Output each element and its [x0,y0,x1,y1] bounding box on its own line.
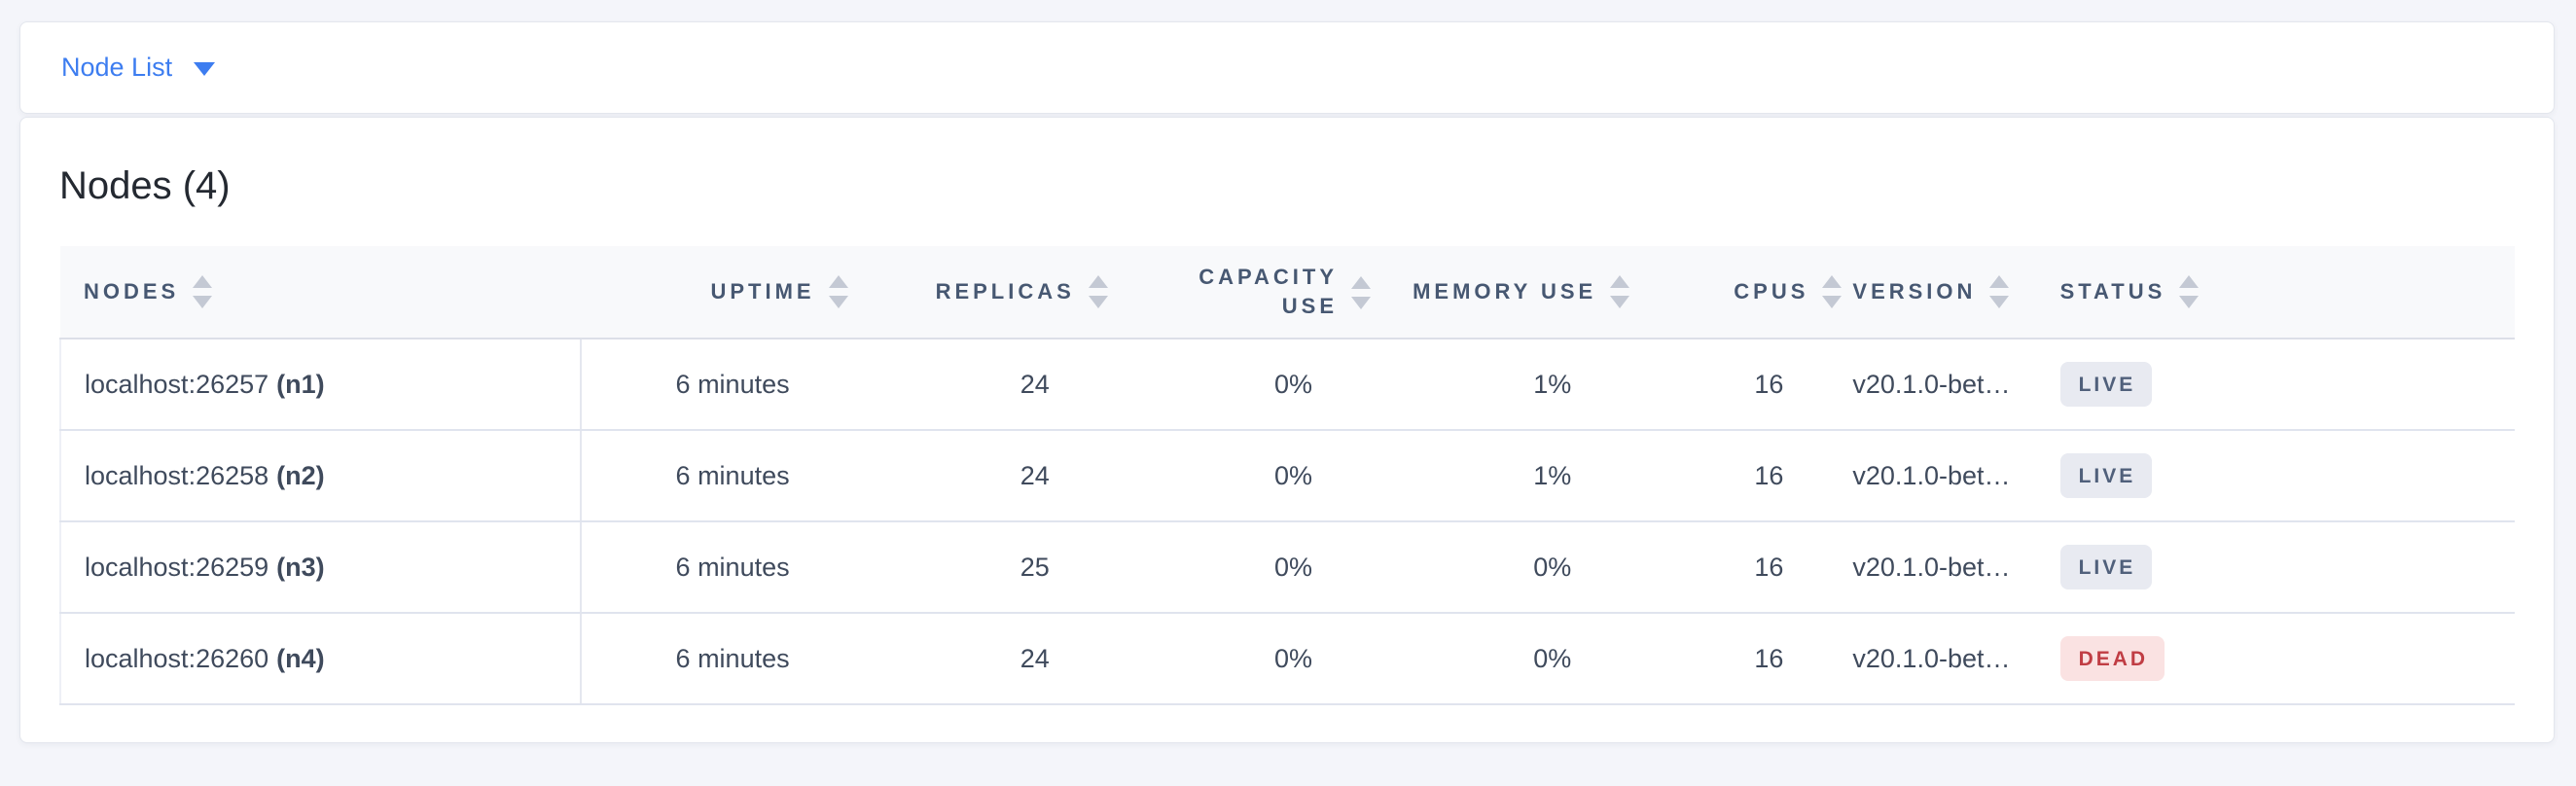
cpus-cell: 16 [1596,430,1809,522]
status-cell: LIVE [2027,521,2515,614]
column-label: UPTIME [710,279,815,304]
uptime-cell: 6 minutes [581,521,815,614]
memory-use-cell: 0% [1338,521,1597,614]
replicas-cell: 25 [814,521,1075,614]
table-row: localhost:26258 (n2) 6 minutes 24 0% 1% 1… [58,430,2515,522]
capacity-use-cell: 0% [1074,339,1339,431]
table-row: localhost:26259 (n3) 6 minutes 25 0% 0% 1… [58,521,2515,614]
column-label: NODES [84,279,180,304]
column-label: MEMORY USE [1413,279,1597,304]
version-cell: v20.1.0-bet… [1808,521,2028,614]
uptime-cell: 6 minutes [581,430,815,522]
status-cell: LIVE [2027,339,2515,431]
nodes-panel: Nodes (4) NODES UPTIME REPLICAS CAPACITY… [19,117,2555,743]
memory-use-cell: 0% [1338,613,1597,705]
column-header-version[interactable]: VERSION [1808,246,2028,339]
view-selector-bar: Node List [19,21,2555,114]
column-header-memory-use[interactable]: MEMORY USE [1338,246,1630,339]
sort-icon [193,275,213,308]
capacity-use-cell: 0% [1074,521,1339,614]
chevron-down-icon [194,62,216,76]
column-header-replicas[interactable]: REPLICAS [814,246,1108,339]
version-cell: v20.1.0-bet… [1808,613,2028,705]
memory-use-cell: 1% [1338,430,1597,522]
table-row: localhost:26260 (n4) 6 minutes 24 0% 0% 1… [58,613,2515,705]
cpus-cell: 16 [1596,521,1809,614]
node-address: localhost:26257 [85,369,269,399]
status-badge: LIVE [2059,545,2153,590]
cpus-cell: 16 [1596,613,1809,705]
node-id: (n3) [276,552,325,582]
node-address: localhost:26258 [85,460,269,490]
uptime-cell: 6 minutes [581,339,815,431]
status-badge: LIVE [2059,362,2153,407]
sort-icon [1989,275,2010,308]
cpus-cell: 16 [1596,339,1809,431]
sort-icon [1088,275,1108,308]
version-cell: v20.1.0-bet… [1808,339,2028,431]
node-cell: localhost:26260 (n4) [58,613,583,705]
sort-icon [2179,275,2200,308]
status-cell: LIVE [2027,430,2515,522]
node-cell: localhost:26259 (n3) [58,521,583,614]
column-header-status[interactable]: STATUS [2027,246,2515,339]
node-cell: localhost:26258 (n2) [58,430,583,522]
column-header-uptime[interactable]: UPTIME [581,246,848,339]
column-label: REPLICAS [935,279,1075,304]
uptime-cell: 6 minutes [581,613,815,705]
column-header-capacity-use[interactable]: CAPACITY USE [1074,246,1372,339]
status-badge: DEAD [2059,636,2165,681]
column-header-nodes[interactable]: NODES [60,246,582,339]
column-label: VERSION [1852,279,1977,304]
version-cell: v20.1.0-bet… [1808,430,2028,522]
view-selector-label: Node List [61,53,173,82]
replicas-cell: 24 [814,430,1075,522]
capacity-use-cell: 0% [1074,430,1339,522]
sort-icon [1610,275,1630,308]
node-id: (n2) [276,460,325,490]
node-id: (n1) [276,369,325,399]
sort-icon [828,275,848,308]
status-cell: DEAD [2027,613,2515,705]
column-label: CPUS [1734,279,1809,304]
sort-icon [1822,275,1843,308]
sort-icon [1351,276,1372,309]
node-cell: localhost:26257 (n1) [58,339,583,431]
node-address: localhost:26260 [85,643,269,673]
node-address: localhost:26259 [85,552,269,582]
table-body: localhost:26257 (n1) 6 minutes 24 0% 1% 1… [58,339,2515,705]
column-label: STATUS [2059,279,2166,304]
node-id: (n4) [276,643,325,673]
table-header-row: NODES UPTIME REPLICAS CAPACITY USE MEMOR… [60,246,2515,339]
node-list-table: NODES UPTIME REPLICAS CAPACITY USE MEMOR… [58,246,2515,705]
replicas-cell: 24 [814,339,1075,431]
column-header-cpus[interactable]: CPUS [1596,246,1843,339]
table-row: localhost:26257 (n1) 6 minutes 24 0% 1% 1… [58,339,2515,431]
page-title: Nodes (4) [59,164,231,207]
status-badge: LIVE [2059,453,2153,498]
memory-use-cell: 1% [1338,339,1597,431]
replicas-cell: 24 [814,613,1075,705]
column-label: CAPACITY USE [1199,265,1339,318]
capacity-use-cell: 0% [1074,613,1339,705]
view-selector-dropdown[interactable]: Node List [61,53,216,82]
